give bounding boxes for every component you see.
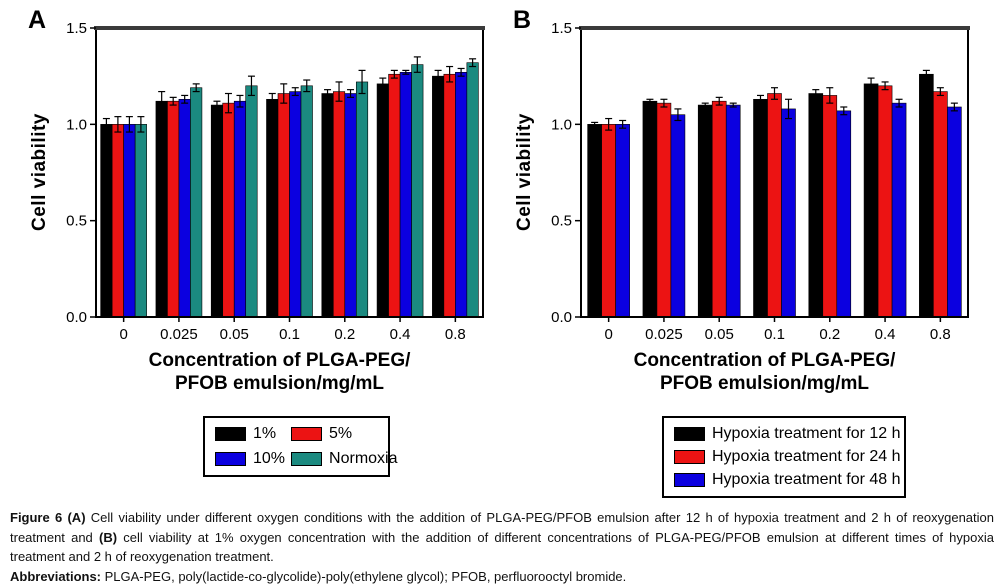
caption-panel-a-ref: (A) bbox=[62, 510, 86, 525]
legend-swatch-1pct bbox=[215, 427, 246, 441]
panel-a-legend: 1% 5% 10% Normoxia bbox=[203, 416, 398, 477]
legend-item-normoxia: Normoxia bbox=[291, 450, 398, 468]
svg-text:1.0: 1.0 bbox=[66, 116, 87, 133]
legend-label-hypoxia-24h: Hypoxia treatment for 24 h bbox=[712, 448, 901, 465]
svg-text:1.5: 1.5 bbox=[66, 20, 87, 37]
legend-swatch-10pct bbox=[215, 452, 246, 466]
caption-text-a: Cell viability under different oxygen co… bbox=[10, 510, 994, 545]
legend-swatch-normoxia bbox=[291, 452, 323, 466]
legend-label-normoxia: Normoxia bbox=[329, 450, 398, 467]
svg-text:0.05: 0.05 bbox=[220, 326, 249, 343]
svg-text:0.0: 0.0 bbox=[551, 309, 572, 326]
panel-b-chart: 0.0 0.5 1.0 1.5 0 0.025 0.05 0.1 0.2 0.4 0.8 bbox=[551, 20, 970, 343]
svg-text:0.5: 0.5 bbox=[551, 213, 572, 230]
panel-b-label: B bbox=[513, 6, 532, 34]
legend-item-5pct: 5% bbox=[291, 425, 397, 443]
panel-a-x-axis-title: Concentration of PLGA-PEG/ PFOB emulsion… bbox=[76, 349, 483, 395]
legend-item-hypoxia-12h: Hypoxia treatment for 12 h bbox=[674, 425, 901, 443]
svg-text:0.5: 0.5 bbox=[66, 213, 87, 230]
svg-text:0.2: 0.2 bbox=[334, 326, 355, 343]
svg-text:0.1: 0.1 bbox=[764, 326, 785, 343]
legend-item-10pct: 10% bbox=[215, 450, 285, 468]
svg-text:0.05: 0.05 bbox=[705, 326, 734, 343]
legend-label-hypoxia-12h: Hypoxia treatment for 12 h bbox=[712, 425, 901, 442]
svg-text:0.4: 0.4 bbox=[390, 326, 411, 343]
caption-main-text: Figure 6 (A) Cell viability under differ… bbox=[10, 508, 994, 567]
caption-abbreviations: Abbreviations: PLGA-PEG, poly(lactide-co… bbox=[10, 567, 994, 586]
legend-item-1pct: 1% bbox=[215, 425, 285, 443]
caption-text-b: cell viability at 1% oxygen concentratio… bbox=[10, 529, 994, 565]
panel-b-legend: Hypoxia treatment for 12 h Hypoxia treat… bbox=[662, 416, 906, 498]
svg-text:0.8: 0.8 bbox=[445, 326, 466, 343]
panel-b-x-axis-title-line2: PFOB emulsion/mg/mL bbox=[659, 373, 870, 394]
caption-abbreviations-label: Abbreviations: bbox=[10, 568, 102, 584]
legend-item-hypoxia-48h: Hypoxia treatment for 48 h bbox=[674, 471, 901, 489]
caption-figure-label: Figure 6 bbox=[10, 510, 63, 525]
svg-text:0: 0 bbox=[604, 326, 612, 343]
svg-text:0.0: 0.0 bbox=[66, 309, 87, 326]
svg-text:1.0: 1.0 bbox=[551, 116, 572, 133]
panel-b-x-axis-title: Concentration of PLGA-PEG/ PFOB emulsion… bbox=[561, 349, 968, 395]
legend-label-5pct: 5% bbox=[329, 425, 353, 442]
legend-label-10pct: 10% bbox=[253, 450, 286, 467]
panel-b-x-axis-title-line1: Concentration of PLGA-PEG/ bbox=[633, 350, 896, 371]
svg-text:0.8: 0.8 bbox=[930, 326, 951, 343]
panel-a-y-axis-label: Cell viability bbox=[29, 113, 50, 232]
legend-item-hypoxia-24h: Hypoxia treatment for 24 h bbox=[674, 448, 901, 466]
svg-text:0.025: 0.025 bbox=[160, 326, 198, 343]
legend-swatch-hypoxia-12h bbox=[674, 427, 705, 441]
figure-caption: Figure 6 (A) Cell viability under differ… bbox=[10, 508, 994, 586]
svg-text:0: 0 bbox=[119, 326, 127, 343]
panel-a-chart: 0.0 0.5 1.0 1.5 0 0.025 0.05 0.1 0.2 0.4 0.8 bbox=[66, 20, 485, 343]
panel-b-y-axis-label: Cell viability bbox=[514, 113, 535, 232]
svg-text:0.4: 0.4 bbox=[875, 326, 896, 343]
panel-a-x-axis-title-line1: Concentration of PLGA-PEG/ bbox=[148, 350, 411, 371]
caption-abbreviations-text: PLGA-PEG, poly(lactide-co-glycolide)-pol… bbox=[101, 568, 627, 584]
panel-a-x-axis-title-line2: PFOB emulsion/mg/mL bbox=[174, 373, 385, 394]
svg-text:0.025: 0.025 bbox=[645, 326, 683, 343]
legend-swatch-hypoxia-48h bbox=[674, 473, 705, 487]
caption-panel-b-ref: (B) bbox=[98, 529, 118, 545]
svg-text:0.1: 0.1 bbox=[279, 326, 300, 343]
panel-a-label: A bbox=[28, 6, 47, 34]
svg-text:0.2: 0.2 bbox=[819, 326, 840, 343]
legend-swatch-hypoxia-24h bbox=[674, 450, 705, 464]
legend-label-1pct: 1% bbox=[253, 425, 277, 442]
legend-swatch-5pct bbox=[291, 427, 323, 441]
svg-text:1.5: 1.5 bbox=[551, 20, 572, 37]
legend-label-hypoxia-48h: Hypoxia treatment for 48 h bbox=[712, 471, 901, 488]
